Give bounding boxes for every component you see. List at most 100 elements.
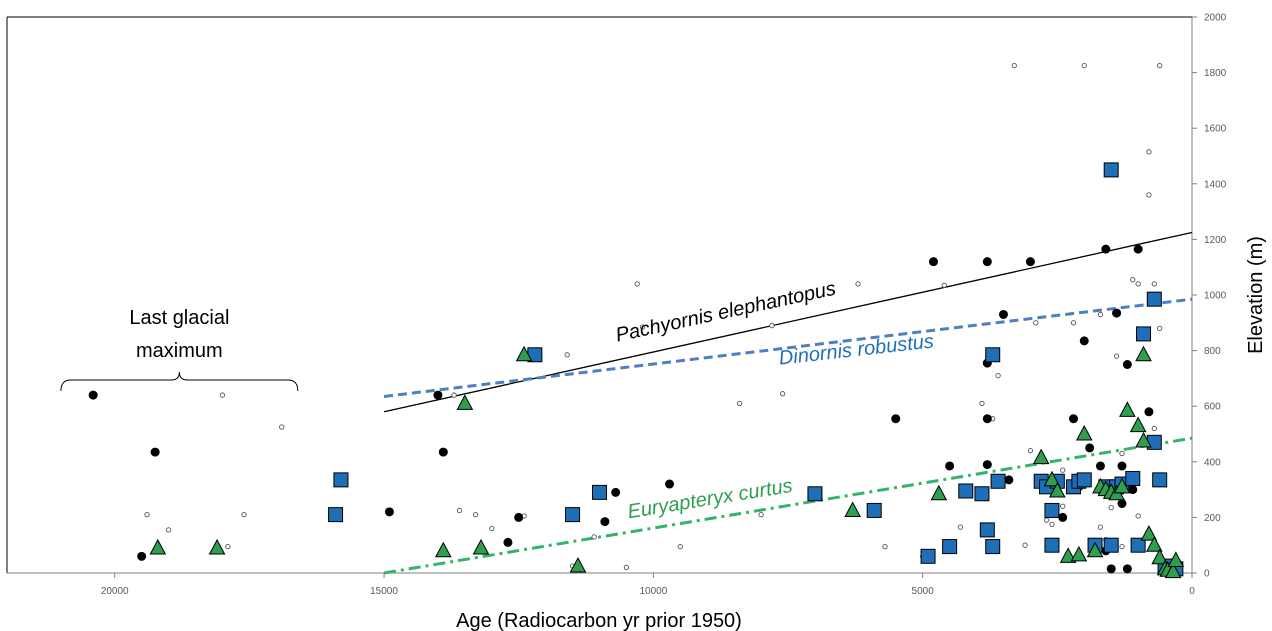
open-circle-point: [591, 534, 597, 540]
open-circle-point: [1119, 450, 1125, 457]
dinornis-point: [592, 484, 607, 500]
open-circle-point: [639, 324, 646, 330]
x-ticks: 20000 15000 10000 5000 0: [101, 573, 1195, 597]
open-circle-point: [1049, 521, 1055, 527]
x-axis-title: Age (Radiocarbon yr prior 1950): [456, 610, 742, 631]
dinornis-point: [1152, 472, 1168, 488]
dinornis-point: [1136, 326, 1152, 342]
pachyornis-point: [982, 257, 992, 267]
pachyornis-point: [982, 414, 992, 424]
open-circle-point: [489, 525, 495, 532]
pachyornis-point: [1069, 414, 1078, 424]
lgm-label-line2: maximum: [136, 340, 223, 362]
open-circle-point: [769, 322, 775, 329]
euryapteryx-point: [1070, 545, 1088, 562]
y-tick-label: 200: [1204, 513, 1221, 524]
pachyornis-point: [1133, 244, 1143, 254]
y-ticks: 0 200 400 600 800 1000 1200 1400 1600 1800 2000: [1192, 13, 1227, 580]
pachyornis-point: [998, 309, 1008, 319]
open-circle-point: [1033, 320, 1039, 326]
open-circle-point: [165, 527, 172, 533]
open-circle-point: [623, 564, 630, 571]
open-circle-point: [1113, 353, 1120, 359]
y-tick-label: 400: [1204, 457, 1221, 468]
open-circle-point: [1070, 320, 1077, 326]
euryapteryx-point: [1129, 416, 1147, 433]
trendlines: [383, 231, 1193, 575]
pachyornis-point: [150, 447, 160, 457]
euryapteryx-point: [844, 501, 861, 517]
dinornis-point: [1103, 537, 1119, 553]
dinornis-point: [1076, 472, 1092, 488]
open-circle-point: [1060, 467, 1066, 473]
pachyornis-point: [88, 390, 98, 400]
pachyornis-point: [1144, 407, 1154, 417]
open-circle-point: [634, 281, 640, 287]
pachyornis-point: [928, 257, 938, 267]
open-circle-point: [677, 543, 683, 550]
pachyornis-point: [433, 390, 443, 400]
euryapteryx-point: [1145, 536, 1163, 552]
open-circle-point: [1151, 281, 1157, 287]
open-circle-point: [1146, 192, 1152, 198]
euryapteryx-point: [515, 345, 533, 362]
dinornis-point: [1044, 537, 1060, 553]
dinornis-point: [1130, 537, 1146, 553]
euryapteryx-point: [930, 484, 948, 501]
dinornis-point: [942, 539, 958, 555]
euryapteryx-point: [149, 538, 167, 555]
pachyornis-point: [503, 537, 513, 547]
dinornis-point: [328, 507, 344, 523]
pachyornis-point: [945, 461, 955, 471]
pachyornis-point: [982, 460, 992, 470]
pachyornis-point: [1058, 512, 1068, 522]
euryapteryx-point: [1086, 541, 1104, 558]
y-tick-label: 2000: [1204, 13, 1227, 24]
lgm-brace: [60, 371, 299, 392]
dinornis-trend-label: Dinornis robustus: [778, 330, 935, 369]
open-circle-point: [1146, 149, 1152, 155]
pachyornis-point: [891, 414, 901, 424]
dinornis-point: [565, 507, 581, 523]
pachyornis-point: [1004, 475, 1014, 485]
pachyornis-point: [665, 479, 675, 489]
euryapteryx-trendline: [383, 436, 1193, 575]
y-tick-label: 1800: [1204, 68, 1227, 79]
euryapteryx-point: [1140, 525, 1158, 541]
dinornis-point: [333, 472, 349, 488]
open-circle-point: [1108, 505, 1114, 511]
x-tick-label: 15000: [370, 586, 398, 597]
dinornis-point: [807, 486, 823, 502]
pachyornis-point: [1117, 461, 1127, 471]
dinornis-point: [985, 347, 1001, 363]
open-circle-point: [736, 400, 743, 407]
y-tick-label: 1400: [1204, 179, 1227, 190]
euryapteryx-point: [1113, 477, 1131, 494]
pachyornis-point: [1112, 308, 1122, 318]
open-circle-point: [1157, 325, 1163, 332]
dinornis-point: [985, 539, 1001, 555]
dinornis-point: [1103, 162, 1119, 178]
pachyornis-point: [1106, 564, 1116, 574]
x-tick-label: 20000: [101, 586, 129, 597]
dinornis-point: [1125, 470, 1141, 486]
euryapteryx-point: [472, 538, 490, 555]
open-circle-point: [1027, 448, 1034, 454]
open-circle-point: [941, 282, 947, 288]
open-circle-point: [1043, 517, 1050, 523]
open-circle-point: [1135, 281, 1141, 287]
open-circle-point: [1097, 311, 1104, 318]
pachyornis-point: [611, 487, 621, 497]
open-circle-point: [451, 392, 457, 398]
pachyornis-point: [514, 512, 524, 522]
pachyornis-point: [1117, 499, 1127, 508]
lgm-annotation: Last glacial maximum: [60, 307, 299, 392]
open-circle-point: [882, 543, 888, 550]
pachyornis-point: [438, 447, 448, 457]
x-tick-label: 0: [1189, 586, 1195, 597]
euryapteryx-point: [1049, 481, 1066, 498]
euryapteryx-point: [1151, 548, 1169, 565]
euryapteryx-trend-label: Euryapteryx curtus: [626, 475, 794, 523]
euryapteryx-point: [1164, 562, 1182, 579]
